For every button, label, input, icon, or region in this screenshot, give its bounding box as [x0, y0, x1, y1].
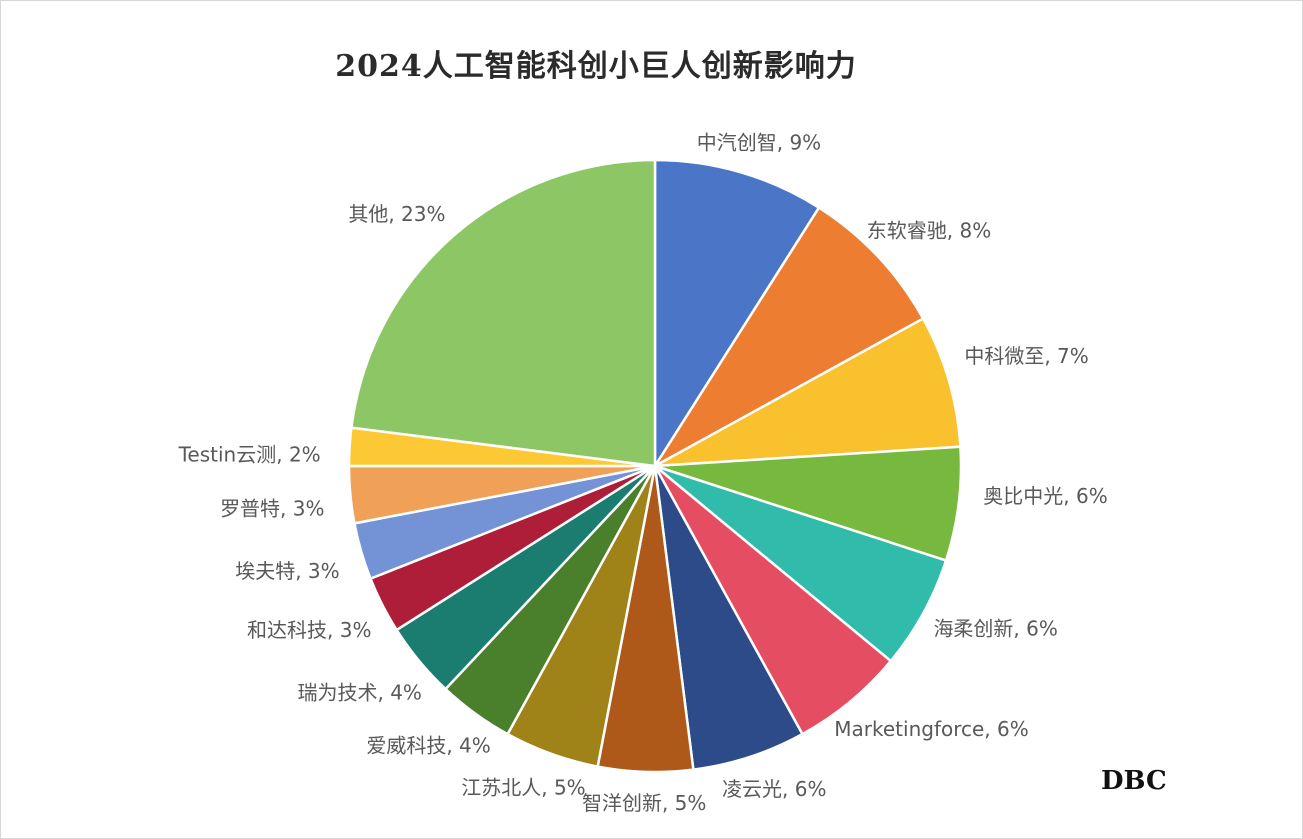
slice-label: Marketingforce, 6% [834, 717, 1028, 741]
slice-label: 奥比中光, 6% [983, 484, 1107, 508]
slice-label: 和达科技, 3% [247, 618, 371, 642]
pie-slice [350, 158, 657, 468]
slice-label: 爱威科技, 4% [366, 733, 490, 757]
slice-label: 中科微至, 7% [964, 344, 1088, 368]
slice-label: 中汽创智, 9% [697, 131, 821, 155]
chart-title: 2024人工智能科创小巨人创新影响力 [335, 49, 857, 84]
slice-label: 凌云光, 6% [722, 777, 826, 801]
slice-label: 其他, 23% [348, 202, 445, 226]
slice-label: 瑞为技术, 4% [297, 680, 421, 704]
pie-slice [653, 206, 925, 468]
brand-watermark: DBC [1101, 766, 1167, 796]
pie-slice [653, 317, 962, 468]
slice-label: 海柔创新, 6% [933, 617, 1057, 641]
slice-label: 埃夫特, 3% [235, 559, 339, 583]
slice-label: 罗普特, 3% [220, 496, 324, 520]
slice-label: 江苏北人, 5% [461, 776, 585, 800]
slice-label: 东软睿驰, 8% [867, 219, 991, 243]
slice-label: 智洋创新, 5% [582, 791, 706, 815]
slice-label: Testin云测, 2% [178, 442, 321, 466]
pie-slice [653, 158, 821, 468]
